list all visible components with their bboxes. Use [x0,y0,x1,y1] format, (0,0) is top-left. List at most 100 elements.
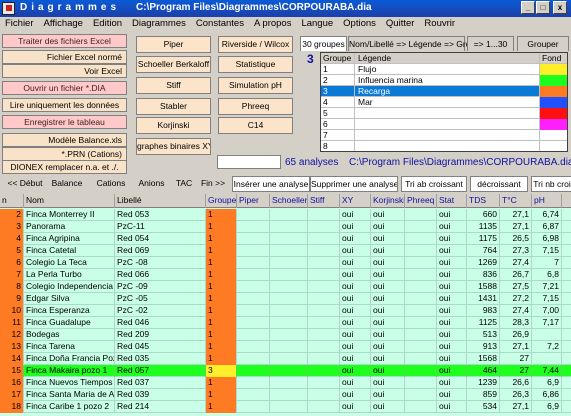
cell-sch[interactable] [270,221,308,233]
cell-n[interactable]: 18 [0,401,24,413]
cell-piper[interactable] [237,305,270,317]
cell-tds[interactable]: 1431 [467,293,500,305]
cell-ph[interactable]: 7,00 [532,305,562,317]
cell-kor[interactable]: oui [371,329,405,341]
nav-button-3[interactable]: Cations [90,176,132,192]
cell-stat[interactable]: oui [437,353,467,365]
cell-t[interactable]: 26,6 [500,377,532,389]
cell-tds[interactable]: 660 [467,209,500,221]
menu-options[interactable]: Options [343,18,376,29]
column-header-kor[interactable]: Korjinski [371,194,405,208]
cell-stat[interactable]: oui [437,305,467,317]
cell-tds[interactable]: 513 [467,329,500,341]
menu-a-propos[interactable]: A propos [253,18,292,29]
cell-tds[interactable]: 836 [467,269,500,281]
cell-sch[interactable] [270,317,308,329]
cell-grp[interactable]: 3 [206,365,237,377]
cell-nom[interactable]: Edgar Silva [24,293,115,305]
cell-stat[interactable]: oui [437,329,467,341]
cell-n[interactable]: 8 [0,281,24,293]
diagram-button-stiff[interactable]: Stiff [136,77,211,94]
cell-xy[interactable]: oui [340,233,371,245]
cell-stiff[interactable] [308,269,340,281]
cell-grp[interactable]: 1 [206,245,237,257]
cell-lib[interactable]: Red 039 [115,389,206,401]
cell-sch[interactable] [270,245,308,257]
cell-stat[interactable]: oui [437,341,467,353]
column-header-ph[interactable]: pH [532,194,562,208]
cell-grp[interactable]: 1 [206,341,237,353]
cell-kor[interactable]: oui [371,269,405,281]
cell-lib[interactable]: PzC -05 [115,293,206,305]
cell-nom[interactable]: Finca Makaira pozo 1 [24,365,115,377]
cell-lib[interactable]: PzC -08 [115,257,206,269]
table-row[interactable]: 17 Finca Santa Maria de Ap Red 039 1 oui oui o… [0,389,571,401]
cell-piper[interactable] [237,401,270,413]
cell-grp[interactable]: 1 [206,317,237,329]
column-header-sch[interactable]: Schoeller [270,194,308,208]
cell-n[interactable]: 14 [0,353,24,365]
diagram-button-graphes-binaires-xy[interactable]: graphes binaires XY [136,138,211,155]
cell-stiff[interactable] [308,245,340,257]
group-color-swatch[interactable] [539,119,567,130]
group-color-swatch[interactable] [539,130,567,141]
cell-xy[interactable]: oui [340,245,371,257]
cell-grp[interactable]: 1 [206,329,237,341]
group-color-swatch[interactable] [539,141,567,151]
cell-nom[interactable]: Finca Agripina [24,233,115,245]
cell-nom[interactable]: Finca Guadalupe [24,317,115,329]
cell-xy[interactable]: oui [340,317,371,329]
cell-stiff[interactable] [308,341,340,353]
table-row[interactable]: 11 Finca Guadalupe Red 046 1 oui oui oui 1125 28… [0,317,571,329]
cell-t[interactable]: 28,3 [500,317,532,329]
cell-lib[interactable]: PzC -02 [115,305,206,317]
cell-phr[interactable] [405,401,437,413]
cell-xy[interactable]: oui [340,365,371,377]
diagram-button-schoeller-berkaloff[interactable]: Schoeller Berkaloff [136,56,211,73]
cell-sch[interactable] [270,365,308,377]
cell-ph[interactable]: 6,8 [532,269,562,281]
cell-phr[interactable] [405,293,437,305]
cell-nom[interactable]: Finca Catetal [24,245,115,257]
table-row[interactable]: 2 Finca Monterrey II Red 053 1 oui oui oui 660 2… [0,209,571,221]
cell-ph[interactable]: 6,87 [532,221,562,233]
group-color-swatch[interactable] [539,97,567,108]
column-header-tds[interactable]: TDS [467,194,500,208]
table-row[interactable]: 8 Colegio Independencia co PzC -09 1 oui oui o… [0,281,571,293]
cell-stiff[interactable] [308,353,340,365]
cell-lib[interactable]: Red 054 [115,233,206,245]
cell-stat[interactable]: oui [437,317,467,329]
cell-phr[interactable] [405,353,437,365]
column-header-stat[interactable]: Stat [437,194,467,208]
cell-t[interactable]: 27,1 [500,401,532,413]
cell-xy[interactable]: oui [340,401,371,413]
cell-n[interactable]: 13 [0,341,24,353]
column-header-stiff[interactable]: Stiff [308,194,340,208]
group-tab-4[interactable]: Grouper [517,36,569,51]
cell-n[interactable]: 10 [0,305,24,317]
cell-stat[interactable]: oui [437,365,467,377]
nav-button-6[interactable]: Fin >> [198,176,228,192]
cell-grp[interactable]: 1 [206,293,237,305]
group-row[interactable]: 8 [321,141,567,151]
cell-stat[interactable]: oui [437,389,467,401]
menu-quitter[interactable]: Quitter [385,18,415,29]
minimize-button[interactable]: _ [521,1,535,14]
cell-stiff[interactable] [308,329,340,341]
cell-ph[interactable]: 7 [532,257,562,269]
group-color-swatch[interactable] [539,108,567,119]
table-row[interactable]: 14 Finca Doña Francia Pozo Red 035 1 oui oui o… [0,353,571,365]
left-button-2[interactable]: Fichier Excel normé [2,50,127,64]
cell-tds[interactable]: 1239 [467,377,500,389]
cell-kor[interactable]: oui [371,365,405,377]
cell-lib[interactable]: Red 209 [115,329,206,341]
diagram-button-statistique[interactable]: Statistique [218,56,293,73]
cell-sch[interactable] [270,329,308,341]
cell-kor[interactable]: oui [371,221,405,233]
left-button-5[interactable]: Lire uniquement les données [2,98,127,112]
cell-tds[interactable]: 1175 [467,233,500,245]
cell-stat[interactable]: oui [437,209,467,221]
cell-tds[interactable]: 534 [467,401,500,413]
cell-kor[interactable]: oui [371,245,405,257]
cell-piper[interactable] [237,377,270,389]
